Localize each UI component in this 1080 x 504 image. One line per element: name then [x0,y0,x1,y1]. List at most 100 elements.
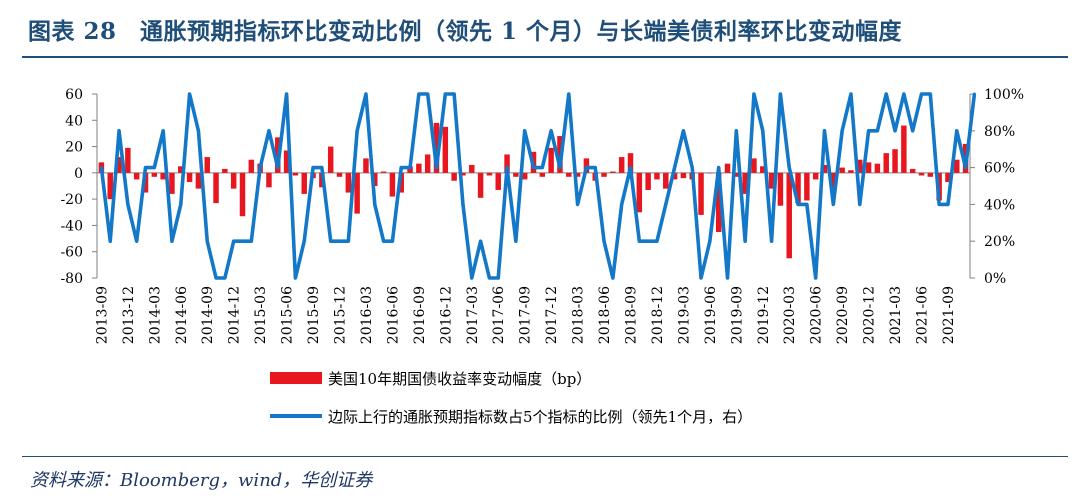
bar [786,172,792,259]
line-point [285,92,289,96]
left-tick-label: -40 [60,218,83,234]
bar [698,172,704,215]
line-point [823,129,826,133]
line-point [858,202,862,206]
bar [768,172,775,189]
line-point [787,166,791,170]
bar [945,172,951,183]
line-point [673,166,677,170]
line-point [867,129,871,133]
bar [760,166,766,173]
bar [513,172,519,177]
bar [865,162,872,173]
line-point [276,166,280,170]
bar [169,172,175,194]
x-tick-label: 2014-09 [200,286,216,344]
line-point [972,92,976,96]
bar [213,172,219,204]
chart-axes: 60 40 20 0 -20 -40 -60 -80 100% 80% 60% 40% 20% 0% 201… [60,87,1024,344]
line-point [435,166,438,170]
line-point [267,129,271,133]
bar [248,159,255,173]
x-tick-label: 2014-03 [147,286,163,344]
figure-header: 图表 28 通胀预期指标环比变动比例（领先 1 个月）与长端美债利率环比变动幅度 [0,0,1080,58]
line-point [576,202,580,206]
line-point [426,92,430,96]
bar [618,157,625,173]
line-point [690,166,694,170]
bar [301,172,307,194]
bar [733,172,740,177]
x-tick-label: 2017-03 [465,286,481,344]
bar [345,172,352,193]
line-point [778,92,782,96]
line-point [567,92,571,96]
line-point [655,239,659,243]
line-point [708,239,712,243]
line-point [637,239,641,243]
bar [372,172,378,186]
x-tick-label: 2018-03 [571,286,587,344]
bar [460,172,466,176]
line-point [188,92,192,96]
line-point [875,129,879,133]
chart-legend: 美国10年期国债收益率变动幅度（bp） 边际上行的通胀预期指标数占5个指标的比例… [270,366,970,442]
line-point [611,276,615,280]
line-point [399,166,403,170]
line-point [487,276,491,280]
bar [442,126,449,173]
line-point [805,202,809,206]
left-tick-label: 60 [65,87,83,103]
x-tick-label: 2017-06 [491,286,507,344]
line-point [170,239,174,243]
line-point [470,276,474,280]
bar [892,149,898,173]
line-point [355,129,359,133]
bar [927,172,934,177]
bar [504,154,510,173]
x-tick-label: 2019-03 [676,286,692,344]
bar [486,172,493,176]
left-tick-label: 40 [65,113,83,129]
bar [663,172,669,189]
bar [133,172,140,180]
bar [292,172,299,176]
line-point [523,129,527,133]
bar [416,163,422,173]
bar [566,172,572,177]
x-tick-label: 2019-09 [729,286,745,344]
line-point [108,239,112,243]
source-divider [22,456,1068,457]
bar [645,172,651,190]
bar [795,172,801,204]
right-tick-label: 40% [984,197,1015,213]
bar [222,168,228,173]
x-tick-label: 2017-09 [518,286,534,344]
line-point [796,202,800,206]
bar [327,146,334,173]
bar [195,172,202,189]
x-tick-label: 2016-03 [359,286,375,344]
line-point [937,202,941,206]
bar [848,170,854,173]
line-point [893,129,897,133]
bar [521,172,528,180]
legend-line-swatch [270,414,322,418]
bar [407,166,413,173]
x-tick-label: 2015-03 [253,286,269,344]
x-tick-label: 2016-06 [385,286,401,344]
line-point [920,92,923,96]
bar [918,172,925,176]
right-tick-label: 0% [984,271,1006,287]
title-divider [22,56,1068,58]
bar [160,172,166,180]
line-point [302,239,306,243]
bar [742,172,748,194]
left-tick-label: -60 [60,245,83,261]
line-point [196,129,200,133]
line-point [505,166,509,170]
line-point [135,239,139,243]
bar [707,172,713,174]
line-point [752,92,756,96]
source-note: 资料来源：Bloomberg，wind，华创证券 [30,470,373,491]
